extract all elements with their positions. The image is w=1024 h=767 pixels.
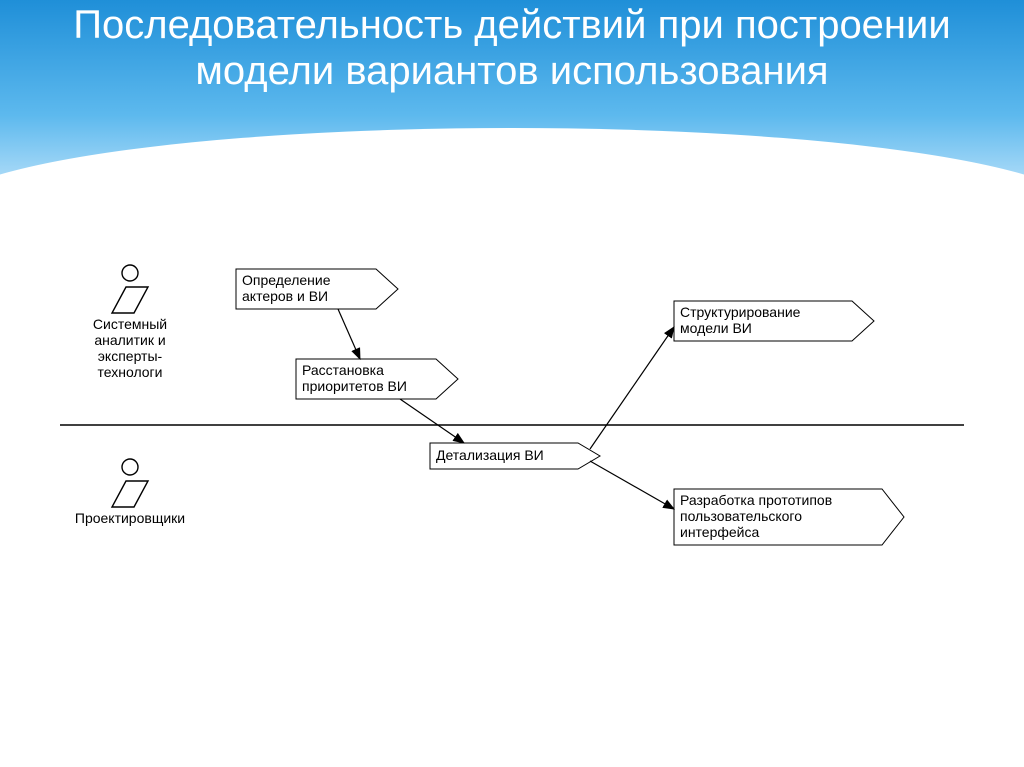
flow-node-n3: Детализация ВИ [430,443,600,469]
slide: Последовательность действий при построен… [0,0,1024,767]
flow-node-label: приоритетов ВИ [302,378,407,394]
flow-node-label: Расстановка [302,362,384,378]
flow-node-label: Разработка прототипов [680,492,832,508]
actor-analyst: Системныйаналитик иэксперты-технологи [93,265,167,380]
flow-node-n1: Определениеактеров и ВИ [236,269,398,309]
actor-label: эксперты- [98,348,163,364]
flow-node-label: Структурирование [680,304,801,320]
flow-node-n4: Структурированиемодели ВИ [674,301,874,341]
actor-label: Проектировщики [75,510,185,526]
flow-diagram: Системныйаналитик иэксперты-технологи Про… [60,245,964,605]
actor-label: аналитик и [94,332,165,348]
flow-node-label: интерфейса [680,524,760,540]
flow-node-label: модели ВИ [680,320,752,336]
flow-node-label: актеров и ВИ [242,288,328,304]
flow-edge-n3-n4 [590,327,674,449]
flow-node-n2: Расстановкаприоритетов ВИ [296,359,458,399]
actor-label: технологи [98,364,163,380]
flow-edge-n3-n5 [590,461,674,509]
flow-node-label: пользовательского [680,508,802,524]
actor-label: Системный [93,316,167,332]
flow-node-n5: Разработка прототиповпользовательскогоин… [674,489,904,545]
diagram-svg: Системныйаналитик иэксперты-технологи Про… [60,245,964,605]
flow-node-label: Определение [242,272,331,288]
flow-edge-n1-n2 [338,309,360,359]
actor-designers: Проектировщики [75,459,185,526]
flow-node-label: Детализация ВИ [436,447,544,463]
slide-title: Последовательность действий при построен… [0,0,1024,94]
flow-edge-n2-n3 [400,399,464,443]
